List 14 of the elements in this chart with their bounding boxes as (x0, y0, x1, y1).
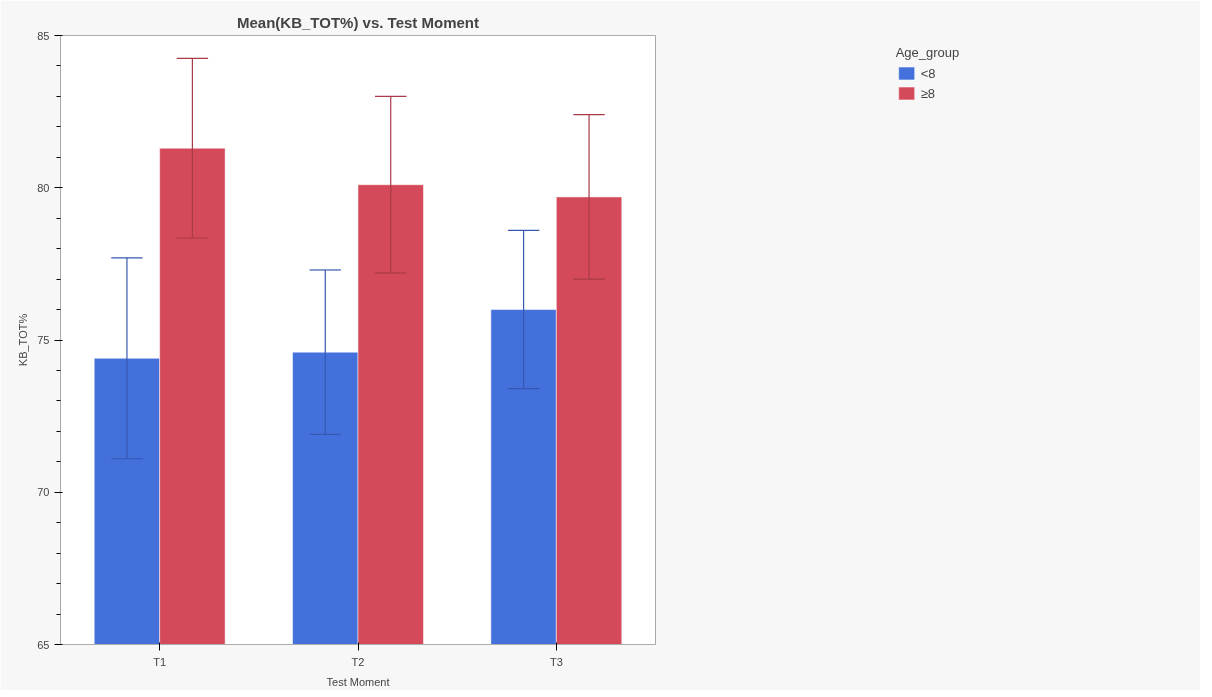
y-axis-title: KB_TOT% (17, 313, 30, 367)
y-tick-label: 65 (37, 638, 50, 651)
chart-title: Mean(KB_TOT%) vs. Test Moment (237, 13, 479, 31)
x-tick-label: T1 (153, 655, 167, 668)
legend-label: <8 (920, 65, 937, 81)
x-axis-title: Test Moment (326, 675, 390, 688)
x-tick-label: T3 (549, 655, 563, 668)
y-tick-label: 80 (37, 181, 50, 194)
legend-title: Age_group (895, 45, 960, 60)
y-tick-label: 70 (37, 486, 50, 499)
x-tick-label: T2 (351, 655, 365, 668)
y-tick-label: 75 (37, 334, 50, 346)
y-tick-label: 85 (37, 29, 50, 42)
legend-label: ≥8 (920, 85, 937, 101)
